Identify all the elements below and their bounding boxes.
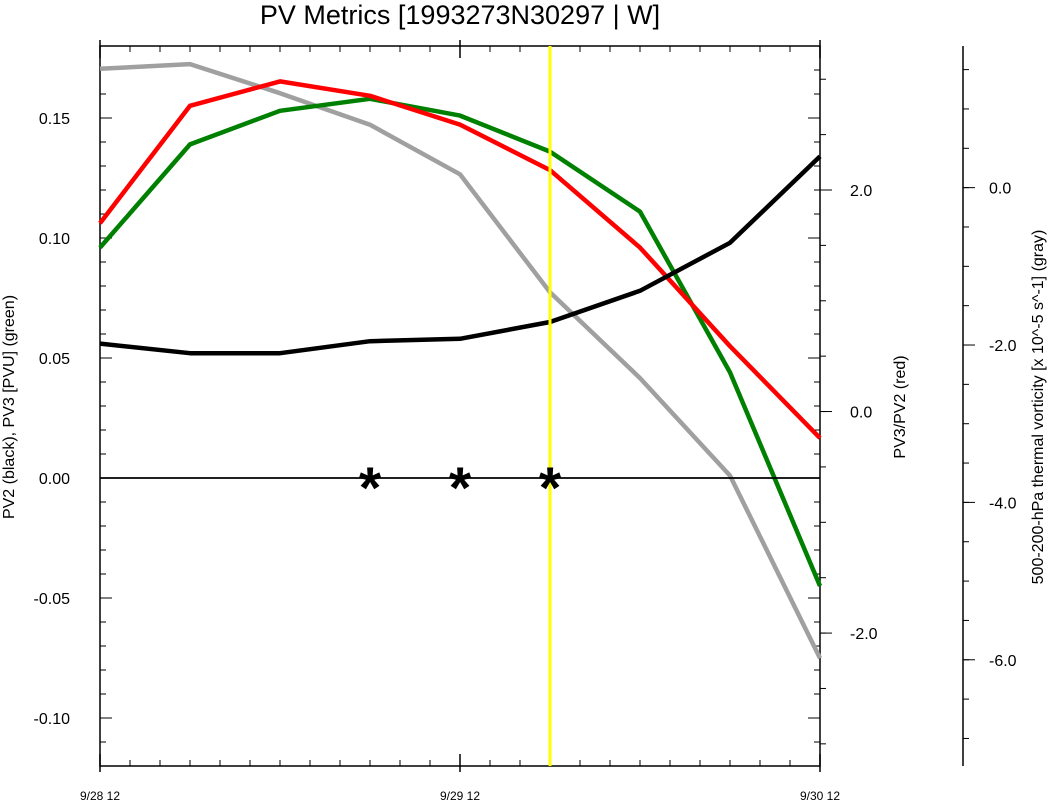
vorticity-axis-label: 500-200-hPa thermal vorticity [x 10^-5 s… xyxy=(1030,230,1047,585)
star-marker: * xyxy=(449,456,472,521)
x-tick-label: 9/29 12 xyxy=(440,789,480,803)
series-layer xyxy=(98,61,823,660)
x-tick-label: 9/28 12 xyxy=(80,789,120,803)
series-line-pv2 xyxy=(99,154,822,356)
left-tick-label: 0.15 xyxy=(39,111,70,128)
ratio-tick-label: 0.0 xyxy=(850,405,872,422)
star-marker: * xyxy=(359,456,382,521)
chart-title: PV Metrics [1993273N30297 | W] xyxy=(260,0,660,30)
series-line-pv3 xyxy=(98,96,823,587)
left-tick-label: -0.10 xyxy=(34,711,71,728)
vorticity-tick-label: -2.0 xyxy=(989,338,1017,355)
star-marker: * xyxy=(539,456,562,521)
left-tick-label: -0.05 xyxy=(34,591,71,608)
vorticity-tick-label: 0.0 xyxy=(989,181,1011,198)
ratio-tick-label: 2.0 xyxy=(850,183,872,200)
x-axis-ticks: 9/28 12 9/29 12 9/30 12 xyxy=(80,40,840,803)
x-tick-label: 9/30 12 xyxy=(800,789,840,803)
right-axis-ratio-ticks: 2.0 0.0 -2.0 xyxy=(820,78,878,745)
vorticity-tick-label: -4.0 xyxy=(989,495,1017,512)
left-tick-label: 0.00 xyxy=(39,471,70,488)
star-markers: * * * xyxy=(359,456,562,521)
series-line-ratio xyxy=(98,79,822,440)
ratio-axis-label: PV3/PV2 (red) xyxy=(892,355,909,458)
ratio-tick-label: -2.0 xyxy=(850,626,878,643)
right-axis-vorticity: 0.0 -2.0 -4.0 -6.0 xyxy=(962,46,1017,766)
vorticity-tick-label: -6.0 xyxy=(989,653,1017,670)
plot-frame xyxy=(99,45,821,767)
left-tick-label: 0.10 xyxy=(39,231,70,248)
left-axis-label: PV2 (black), PV3 [PVU] (green) xyxy=(1,295,18,519)
series-line-vort xyxy=(99,61,823,660)
left-tick-label: 0.05 xyxy=(39,351,70,368)
